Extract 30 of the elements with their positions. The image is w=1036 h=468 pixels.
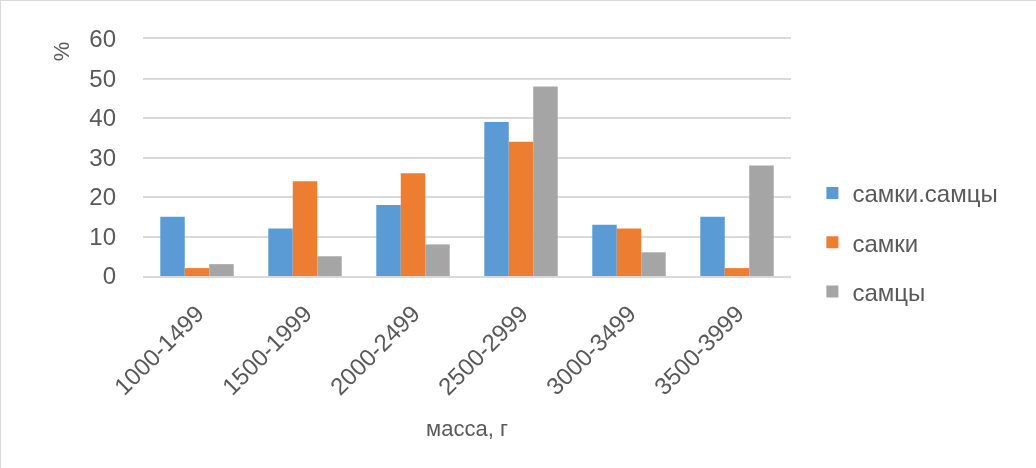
y-tick-label: 0 xyxy=(102,262,116,290)
bar xyxy=(184,268,210,276)
bar xyxy=(317,256,342,276)
bar xyxy=(641,252,666,276)
bar xyxy=(724,268,750,276)
legend-label: самцы xyxy=(852,278,926,306)
bar xyxy=(425,244,450,276)
bar xyxy=(700,216,725,276)
bar xyxy=(400,173,426,276)
legend-label: самки xyxy=(852,229,919,257)
bar xyxy=(533,86,558,276)
bar xyxy=(749,165,774,276)
y-tick-label: 40 xyxy=(89,104,116,132)
y-tick-label: 10 xyxy=(89,222,116,250)
legend-label: самки.самцы xyxy=(852,180,998,208)
bar xyxy=(376,204,401,276)
bar xyxy=(484,121,509,276)
bar xyxy=(292,181,318,276)
x-axis-title: масса, г xyxy=(426,416,508,442)
bar xyxy=(616,228,642,276)
y-tick-label: 30 xyxy=(89,143,116,171)
bar xyxy=(209,264,234,276)
y-axis-title: % xyxy=(48,41,74,62)
bar xyxy=(268,228,293,276)
y-tick-label: 50 xyxy=(89,64,116,92)
y-tick-label: 20 xyxy=(89,183,116,211)
bar xyxy=(592,224,617,276)
bar xyxy=(508,141,534,276)
bar xyxy=(160,216,185,276)
y-tick-label: 60 xyxy=(89,25,116,53)
